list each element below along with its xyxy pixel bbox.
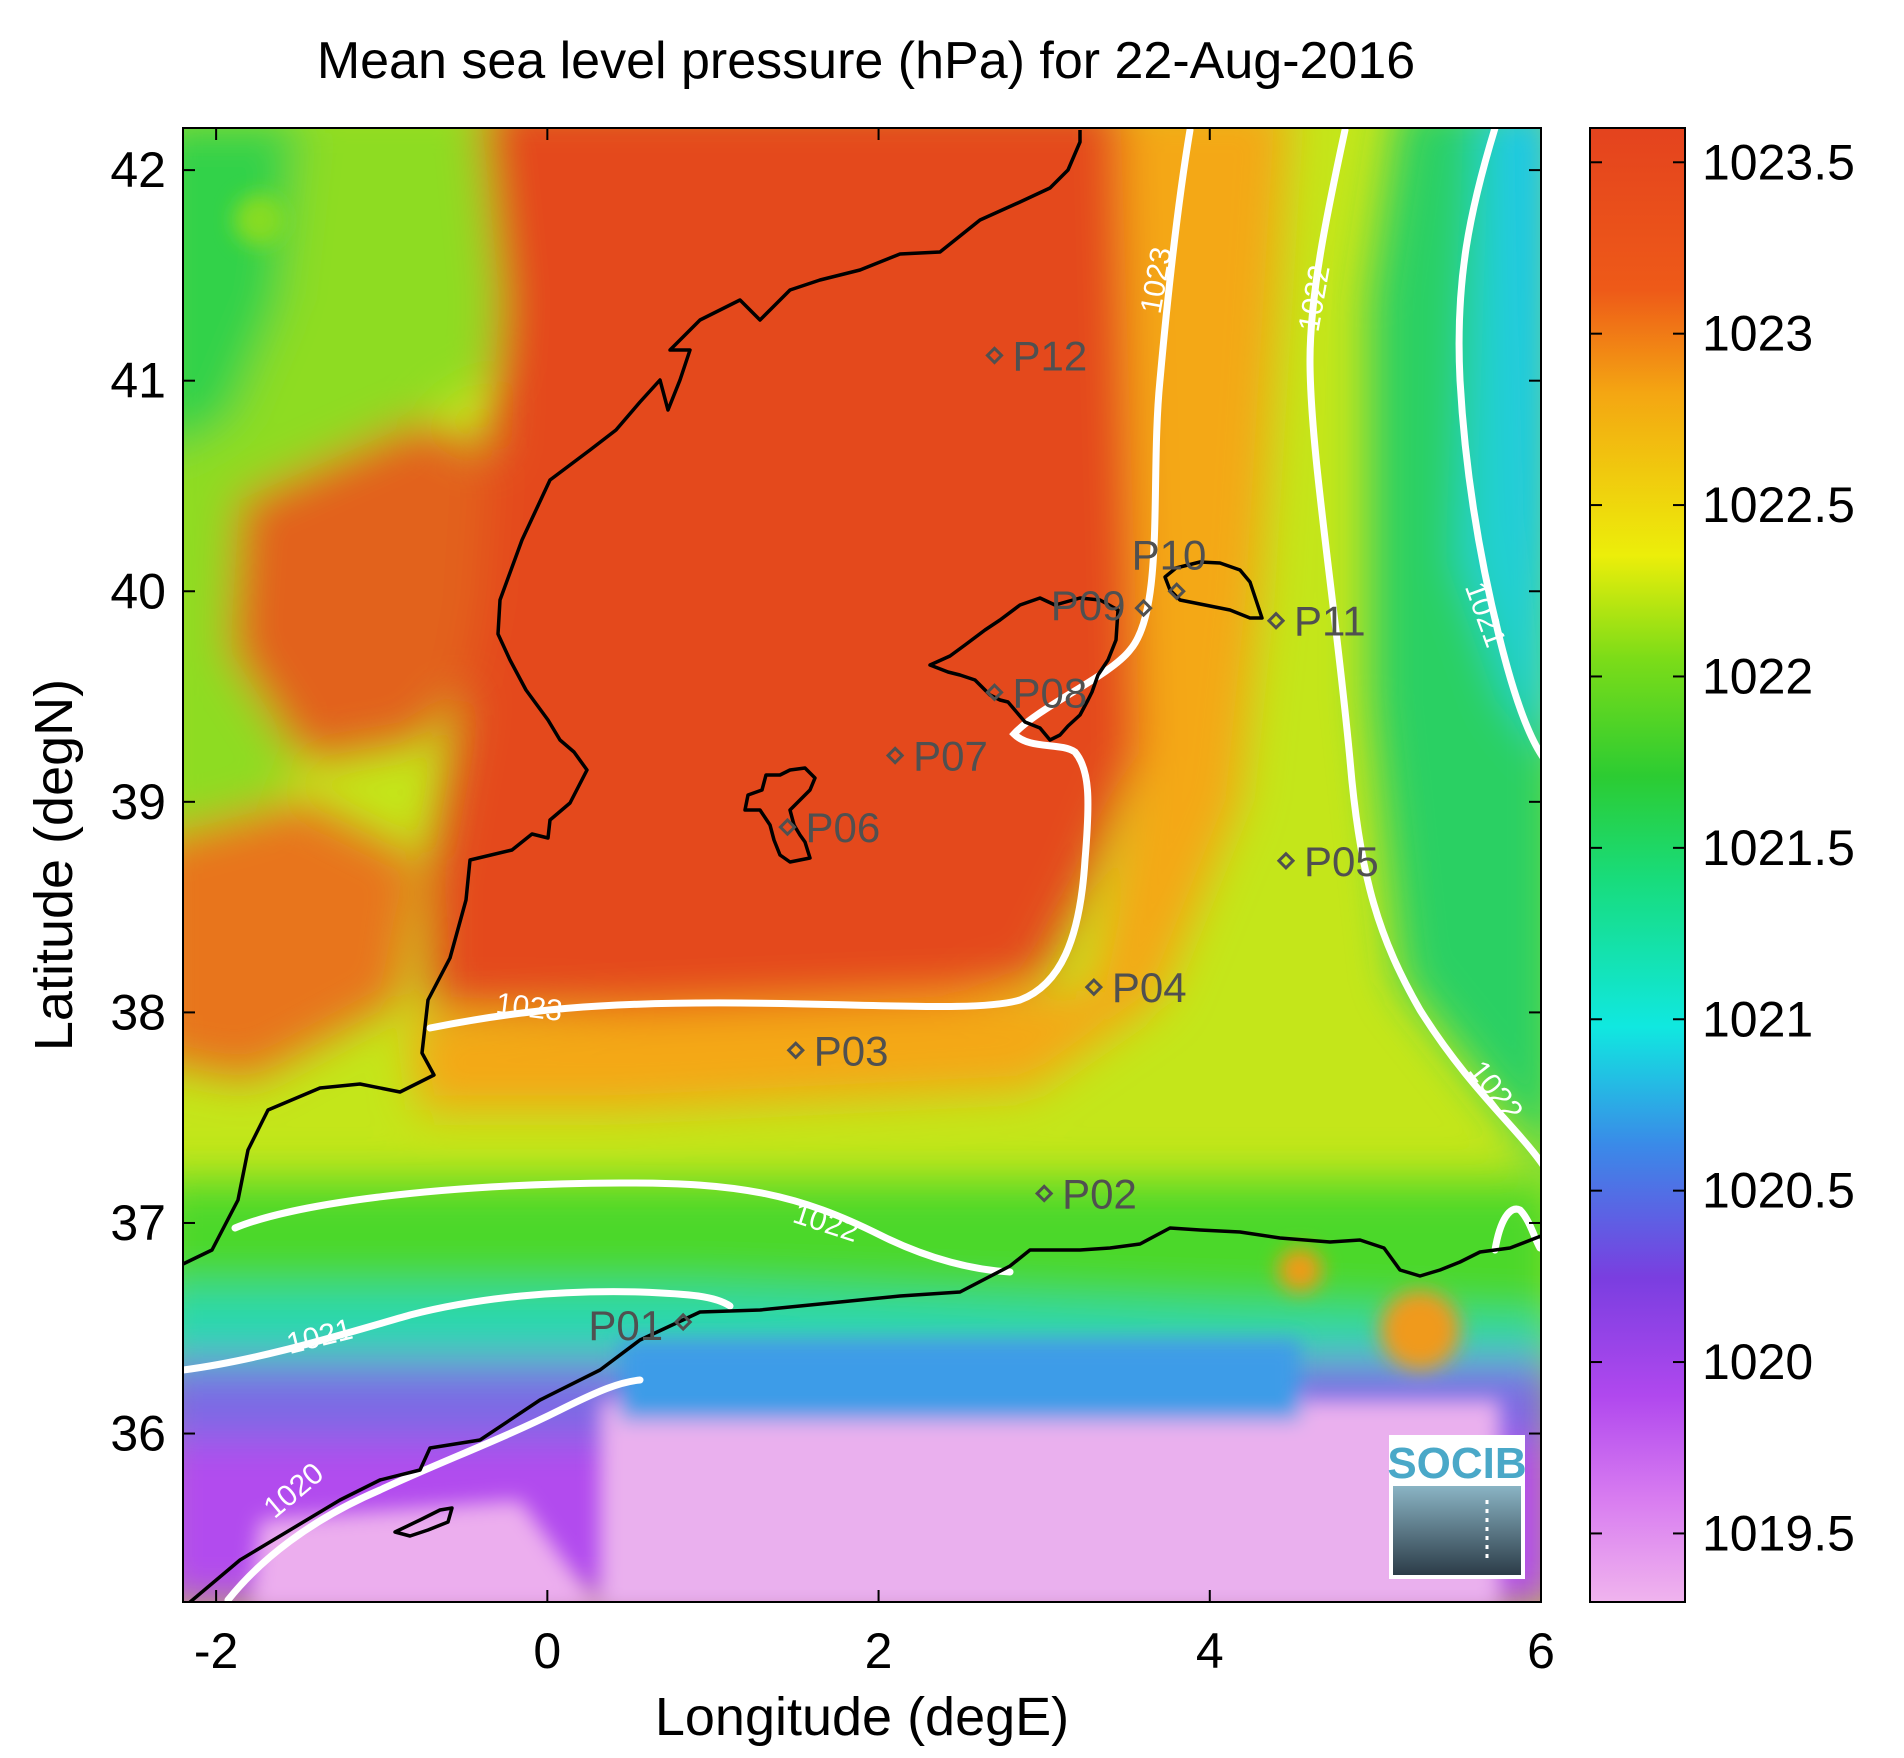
colorbar: 1019.5 1020 1020.5 1021 1021.5 1022 1022.5 1023… [1589,127,1855,1603]
isobar-1022-east [1306,128,1541,1169]
y-axis: 36 37 38 39 40 41 42 [110,142,1541,1462]
pressure-field: 1023 1022 1021 1022 1023 1022 1021 1020 … [183,128,1541,1602]
colorbar-tick-label: 1023.5 [1702,134,1855,190]
socib-logo: SOCIB [1387,1435,1527,1579]
station-marker [1266,611,1286,630]
menorca-coastline [1163,560,1264,620]
contour-label: 1023 [494,987,564,1028]
colorbar-tick-label: 1019.5 [1702,1505,1855,1561]
isobar-1021-west [183,1288,734,1374]
colorbar-tick-label: 1022 [1702,648,1813,704]
station-label: P10 [1132,531,1207,578]
y-tick-label: 39 [110,774,166,830]
station-marker [1034,1184,1054,1203]
station-marker [673,1312,693,1332]
station-marker [778,817,797,837]
y-tick-label: 38 [110,984,166,1040]
y-tick-label: 40 [110,563,166,619]
chart-title: Mean sea level pressure (hPa) for 22-Aug… [317,32,1415,90]
station-marker [1276,851,1296,870]
africa-coastline [187,1226,1541,1602]
station-label: P03 [814,1027,889,1074]
isobar-1023 [426,128,1194,1032]
logo-sea [1393,1486,1521,1575]
x-tick-label: 4 [1196,1623,1224,1679]
colorbar-tick-label: 1023 [1702,306,1813,362]
colorbar-tick-label: 1022.5 [1702,477,1855,533]
y-tick-label: 41 [110,353,166,409]
isobar-1021-east [1455,128,1541,761]
station-marker [1134,598,1153,618]
x-tick-label: 0 [533,1623,561,1679]
station-marker [786,1041,805,1060]
isobar-1020 [224,1376,644,1602]
station-marker [985,683,1004,702]
colorbar-ticks: 1019.5 1020 1020.5 1021 1021.5 1022 1022.5 1023… [1590,134,1855,1561]
x-tick-label: 6 [1527,1623,1555,1679]
station-marker [1084,977,1104,997]
iberia-coastline [183,130,1082,1266]
station-marker [885,746,905,765]
station-label: P09 [1051,582,1126,629]
y-axis-label: Latitude (degN) [24,679,84,1051]
field-detail-zones [234,194,1500,1602]
ibiza-coastline [743,766,817,864]
station-label: P05 [1304,838,1379,885]
alboran-coastline [393,1506,454,1538]
station-marker [1167,582,1186,601]
x-axis: -2 0 2 4 6 [194,128,1555,1679]
x-axis-label: Longitude (degE) [655,1687,1069,1747]
isobars [183,128,1541,1602]
station-label: P11 [1294,598,1366,645]
colorbar-tick-label: 1020 [1702,1334,1813,1390]
plot-frame [182,127,1542,1603]
station-label: P12 [1012,332,1087,379]
colorbar-gradient [1589,127,1686,1603]
y-tick-label: 42 [110,142,166,198]
logo-text: SOCIB [1387,1439,1526,1488]
colorbar-tick-label: 1021.5 [1702,820,1855,876]
station-label: P01 [588,1302,663,1349]
y-tick-label: 37 [110,1195,166,1251]
station-label: P07 [913,733,988,780]
station-marker [985,346,1004,365]
station-label: P08 [1012,669,1087,716]
colorbar-tick-label: 1021 [1702,991,1813,1047]
x-tick-label: 2 [865,1623,893,1679]
isobar-1022-south [231,1179,1014,1276]
y-tick-label: 36 [110,1406,166,1462]
colorbar-tick-label: 1020.5 [1702,1163,1855,1219]
x-tick-label: -2 [194,1623,238,1679]
station-label: P04 [1112,964,1187,1011]
station-label: P06 [805,804,880,851]
station-label: P02 [1062,1170,1137,1217]
